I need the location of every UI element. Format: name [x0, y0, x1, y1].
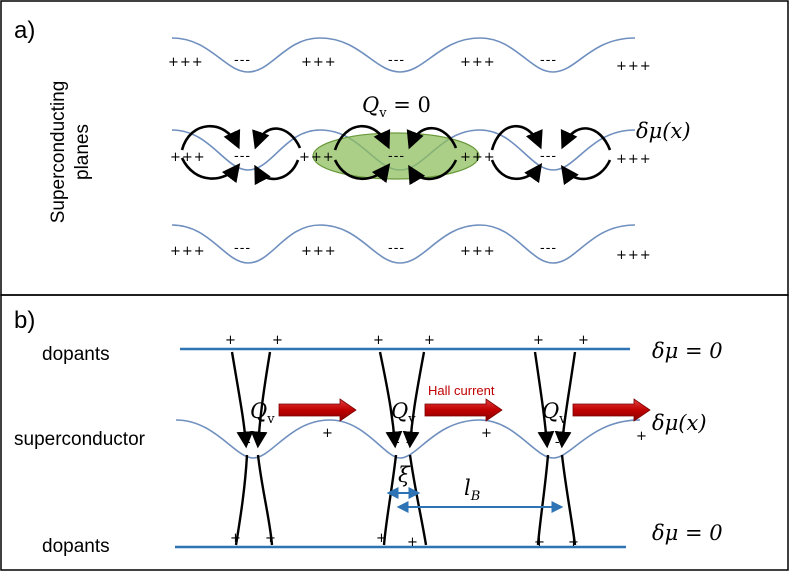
- plus-charge: +: [230, 531, 242, 546]
- plus-charge: +: [481, 426, 493, 441]
- plus-charges: +++: [168, 55, 204, 70]
- delta-mu-x-label-b: δμ(x): [652, 411, 707, 435]
- hall-arrow-3: [572, 398, 651, 422]
- lb-label: lB: [464, 476, 480, 504]
- hall-current-arrows: [278, 398, 651, 422]
- plus-charges: +++: [616, 152, 652, 167]
- plus-charge: +: [424, 333, 436, 348]
- wave-plane-top: [171, 37, 636, 73]
- qv-label-3: Qv: [542, 399, 567, 427]
- plus-charges: +++: [301, 244, 337, 259]
- xi-label: ξ: [398, 463, 411, 487]
- charges-middle-row: +++ --- +++ --- +++ --- +++: [170, 149, 652, 167]
- side-label-line1: Superconducting: [48, 81, 69, 224]
- minus-charge: - -: [395, 435, 412, 450]
- plus-charge: +: [272, 333, 284, 348]
- delta-mu-zero-top: δμ = 0: [652, 339, 723, 363]
- plus-charges: +++: [301, 55, 337, 70]
- minus-charges: ---: [234, 53, 251, 68]
- plus-charges: +++: [460, 150, 496, 165]
- minus-charges: ---: [234, 149, 251, 164]
- panel-a-label: a): [14, 17, 35, 44]
- plus-charge: +: [533, 333, 545, 348]
- panel-b-frame: [0, 294, 789, 571]
- superconductor-wave: [175, 419, 641, 459]
- plus-charges: +++: [616, 248, 652, 263]
- plus-charge: +: [376, 531, 388, 546]
- dopants-label-bottom: dopants: [42, 536, 110, 557]
- minus-charges: ---: [540, 149, 557, 164]
- charges-top-row: +++ --- +++ --- +++ --- +++: [168, 53, 652, 74]
- hall-arrow-1: [278, 398, 357, 422]
- plus-charge: +: [373, 333, 385, 348]
- vortex-region-ellipse: [312, 132, 480, 180]
- plus-charge: +: [534, 535, 546, 550]
- panel-b-label: b): [14, 307, 35, 334]
- qv-zero-label: Qv = 0: [362, 93, 431, 121]
- minus-charges: ---: [234, 241, 251, 256]
- minus-charges: ---: [540, 241, 557, 256]
- charges-bottom-row: +++ --- +++ --- +++ --- +++: [170, 241, 652, 263]
- dopant-plus-charges: + + + + + + + + + + + + + + +: [225, 333, 648, 550]
- side-label-line2: planes: [72, 124, 93, 180]
- minus-charge: - -: [246, 435, 263, 450]
- minus-charges: ---: [388, 149, 405, 164]
- minus-charges: ---: [388, 241, 405, 256]
- plus-charges: +++: [299, 150, 335, 165]
- plus-charges: +++: [170, 244, 206, 259]
- minus-charges: ---: [388, 53, 405, 68]
- plus-charge: +: [407, 535, 419, 550]
- plus-charges: +++: [460, 55, 496, 70]
- plus-charge: +: [636, 429, 648, 444]
- hall-current-label: Hall current: [428, 383, 495, 398]
- dopants-label-top: dopants: [42, 344, 110, 365]
- plus-charges: +++: [616, 59, 652, 74]
- superconductor-minus-charges: - - - - - -: [246, 435, 561, 450]
- plus-charges: +++: [170, 150, 206, 165]
- plus-charge: +: [265, 531, 277, 546]
- delta-mu-zero-bottom: δμ = 0: [652, 521, 723, 545]
- qv-label-2: Qv: [391, 399, 416, 427]
- plus-charge: +: [225, 333, 237, 348]
- plus-charges: +++: [460, 244, 496, 259]
- plus-charge: +: [568, 535, 580, 550]
- wave-plane-bottom: [171, 224, 636, 264]
- plus-charge: +: [578, 333, 590, 348]
- hall-arrow-2: [424, 398, 503, 422]
- superconductor-label: superconductor: [14, 429, 146, 450]
- field-arrows: [180, 124, 612, 186]
- qv-label-1: Qv: [250, 399, 275, 427]
- minus-charge: - -: [544, 435, 561, 450]
- plus-charge: +: [322, 426, 334, 441]
- delta-mu-x-label-a: δμ(x): [636, 119, 691, 143]
- minus-charges: ---: [540, 53, 557, 68]
